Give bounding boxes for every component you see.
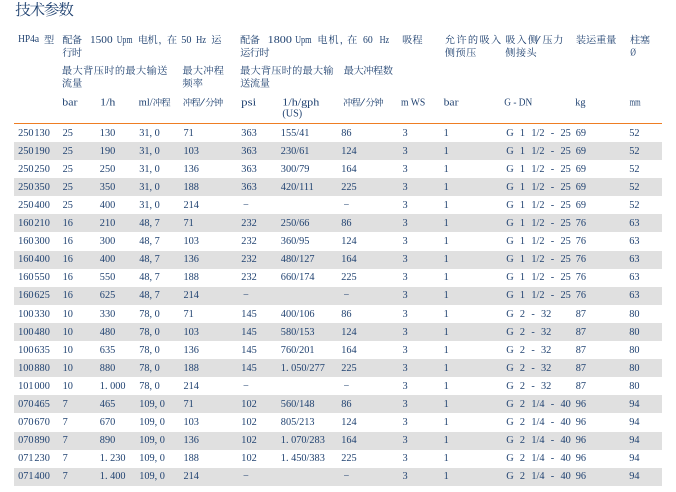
svg-text:60: 60 — [363, 35, 373, 46]
svg-text:G - DN: G - DN — [504, 98, 532, 109]
svg-text:Hz: Hz — [380, 35, 390, 46]
svg-text:Ø: Ø — [630, 47, 636, 58]
svg-text:/: / — [200, 98, 205, 109]
svg-text:1/h/gph: 1/h/gph — [282, 98, 320, 109]
svg-text:kg: kg — [575, 98, 585, 109]
svg-text:Hz: Hz — [196, 35, 207, 46]
svg-text:bar: bar — [444, 98, 460, 109]
svg-text:m WS: m WS — [401, 98, 425, 109]
svg-text:Upm: Upm — [295, 35, 312, 46]
svg-text:Upm: Upm — [117, 35, 133, 46]
svg-text:1500: 1500 — [90, 35, 113, 46]
svg-text:/: / — [536, 35, 541, 46]
svg-text:(US): (US) — [282, 108, 302, 119]
svg-text:/: / — [360, 98, 365, 109]
svg-text:psi: psi — [241, 98, 256, 109]
svg-text:1800: 1800 — [268, 35, 292, 46]
svg-text:50: 50 — [181, 35, 191, 46]
svg-text:bar: bar — [62, 98, 78, 109]
svg-text:HP4a: HP4a — [18, 34, 39, 45]
svg-text:mm: mm — [630, 98, 641, 109]
svg-text:ml/: ml/ — [139, 98, 153, 109]
svg-text:1/h: 1/h — [100, 98, 116, 109]
